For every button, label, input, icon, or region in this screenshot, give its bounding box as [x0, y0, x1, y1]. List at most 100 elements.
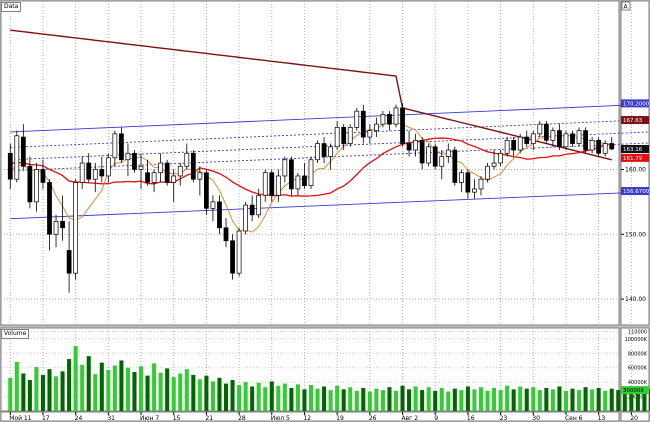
- candle-body: [511, 139, 517, 151]
- candle-body: [256, 195, 262, 216]
- x-tick-label: 23: [500, 415, 508, 422]
- volume-bar: [282, 383, 287, 411]
- candle-body: [105, 157, 111, 177]
- x-tick-label: 12: [303, 415, 311, 422]
- candle: [60, 195, 65, 241]
- price-label-box: [621, 99, 649, 108]
- candle: [315, 140, 320, 163]
- candle: [14, 130, 20, 183]
- volume-bar: [289, 387, 294, 411]
- candle-body: [517, 136, 523, 151]
- candle: [524, 130, 530, 147]
- candle: [119, 127, 124, 163]
- candle: [138, 153, 144, 189]
- candle-body: [289, 159, 294, 190]
- volume-bar: [642, 390, 647, 411]
- candle: [413, 133, 418, 157]
- candle: [171, 169, 177, 202]
- candle: [249, 195, 255, 222]
- candle: [204, 169, 209, 215]
- candle-body: [485, 165, 490, 180]
- candle-body: [132, 152, 137, 170]
- candle: [602, 140, 608, 157]
- candle-body: [426, 146, 432, 164]
- candle: [177, 163, 183, 186]
- volume-bar: [420, 390, 425, 411]
- candle: [223, 218, 229, 248]
- candle: [164, 159, 170, 186]
- candle: [112, 130, 118, 167]
- candle: [86, 153, 92, 183]
- candle: [570, 130, 575, 147]
- x-tick-label: 17: [42, 415, 50, 422]
- volume-bar: [472, 389, 477, 411]
- candle-body: [491, 162, 497, 167]
- candle-body: [295, 175, 301, 190]
- candle-body: [177, 165, 183, 177]
- candle: [596, 137, 602, 157]
- candle-body: [445, 149, 451, 157]
- candle-body: [262, 172, 268, 196]
- candle: [47, 179, 52, 251]
- candle: [40, 159, 46, 189]
- price-label: 167.63: [623, 118, 643, 124]
- candle: [491, 150, 497, 170]
- candle-body: [66, 250, 72, 274]
- price-scale-badge: [621, 1, 631, 11]
- candle-body: [60, 220, 65, 229]
- candle: [217, 195, 222, 235]
- candle-body: [609, 143, 615, 150]
- candle-body: [557, 130, 562, 148]
- candle-body: [373, 123, 379, 131]
- volume-bar: [302, 389, 307, 411]
- candle: [550, 127, 556, 147]
- volume-bar: [498, 390, 503, 411]
- volume-bar: [315, 388, 320, 411]
- x-tick-label: 31: [107, 415, 115, 422]
- price-scale-badge-text: A: [624, 4, 629, 11]
- candle: [373, 117, 379, 138]
- volume-bar: [452, 388, 457, 411]
- volume-bar: [635, 390, 640, 411]
- candle-body: [197, 172, 203, 180]
- candle: [132, 150, 137, 173]
- volume-last-label: 30000K: [623, 388, 644, 394]
- price-axis-panel: [620, 0, 650, 326]
- candle-body: [321, 143, 327, 157]
- candle-body: [589, 139, 595, 151]
- time-axis-panel: [0, 411, 620, 422]
- volume-bar: [374, 388, 379, 411]
- volume-bar: [531, 387, 536, 411]
- candle: [458, 169, 464, 193]
- candle: [354, 107, 360, 131]
- volume-bar: [60, 371, 65, 411]
- price-label-box: [621, 116, 649, 125]
- candle: [419, 137, 425, 170]
- candle-body: [439, 156, 445, 167]
- candle-body: [602, 143, 608, 154]
- volume-bar: [459, 390, 464, 411]
- candle-body: [158, 162, 164, 174]
- volume-bar: [387, 387, 392, 411]
- volume-bar: [73, 346, 78, 411]
- volume-bar: [223, 383, 229, 411]
- volume-bar: [550, 389, 555, 411]
- volume-bar: [54, 376, 59, 411]
- price-label-box: [621, 145, 649, 154]
- candle-body: [308, 159, 314, 187]
- candle: [53, 214, 59, 248]
- candle-body: [282, 159, 288, 177]
- candle-body: [210, 201, 216, 209]
- candle-body: [217, 201, 222, 229]
- candle: [105, 153, 111, 183]
- candle: [295, 172, 301, 196]
- volume-bar: [269, 381, 274, 411]
- volume-bar: [119, 360, 124, 411]
- candle-body: [354, 110, 360, 128]
- volume-bar: [250, 386, 255, 411]
- candle-body: [125, 152, 131, 161]
- volume-bar: [616, 390, 621, 411]
- candle-body: [504, 139, 510, 154]
- candle-body: [583, 130, 588, 151]
- candle: [557, 124, 562, 151]
